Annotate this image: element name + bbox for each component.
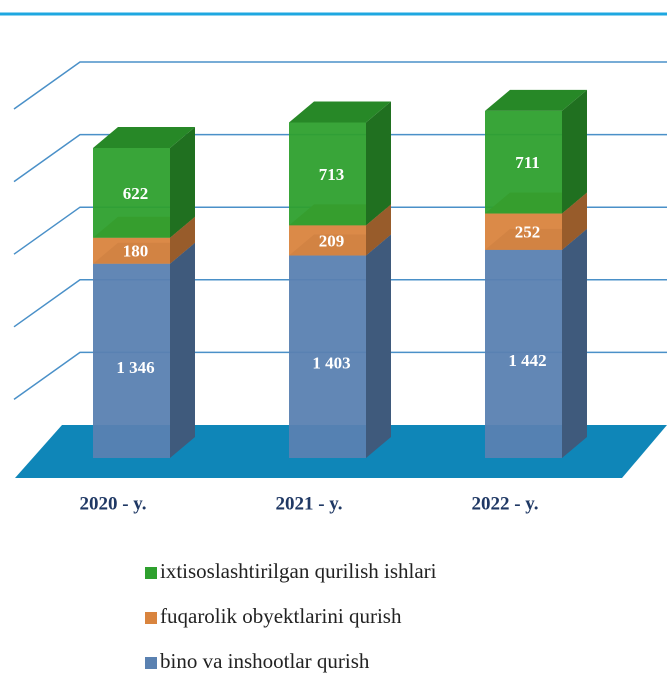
bar-front <box>93 263 170 458</box>
value-label: 711 <box>515 153 540 172</box>
bar-front <box>93 148 170 238</box>
bar-segment <box>289 234 391 458</box>
legend-label: bino va inshootlar qurish <box>160 649 370 673</box>
bar-top <box>93 127 195 148</box>
value-label: 622 <box>123 184 149 203</box>
bar-segment <box>485 228 587 458</box>
grid-line <box>13 351 667 401</box>
value-label: 252 <box>515 223 541 242</box>
bar-front <box>289 225 366 256</box>
bar-side <box>170 127 195 238</box>
bar-side <box>170 242 195 458</box>
bar-segment <box>93 127 195 238</box>
bar-front <box>485 110 562 214</box>
bar-front <box>485 213 562 250</box>
grid-line <box>13 61 667 110</box>
bar-side <box>562 89 587 214</box>
grid-line <box>13 279 667 328</box>
value-label: 1 403 <box>312 354 350 373</box>
bar-front <box>485 249 562 458</box>
grid-line <box>13 133 667 183</box>
x-tick-label: 2022 - y. <box>471 493 538 514</box>
value-label: 1 346 <box>116 358 154 377</box>
legend-label: fuqarolik obyektlarini qurish <box>160 604 402 628</box>
legend-swatch <box>145 612 157 624</box>
value-label: 209 <box>319 231 345 250</box>
legend-swatch <box>145 657 157 669</box>
bar-side <box>366 101 391 226</box>
bar-segment <box>93 242 195 458</box>
bar-side <box>366 204 391 256</box>
x-tick-label: 2020 - y. <box>79 493 146 514</box>
bar-front <box>289 122 366 226</box>
bar-front <box>93 237 170 264</box>
bar-top <box>289 101 391 123</box>
bar-side <box>170 216 195 264</box>
legend-swatch <box>145 567 157 579</box>
value-label: 180 <box>123 242 149 261</box>
grid-line <box>13 206 667 255</box>
bar-segment <box>485 89 587 214</box>
x-tick-label: 2021 - y. <box>275 493 342 514</box>
bar-top <box>485 89 587 111</box>
value-label: 713 <box>319 165 345 184</box>
bar-front <box>289 255 366 458</box>
bar-side <box>562 192 587 250</box>
bar-side <box>366 234 391 458</box>
bar-segment <box>289 101 391 226</box>
bar-side <box>562 228 587 458</box>
value-label: 1 442 <box>508 351 546 370</box>
legend-label: ixtisoslashtirilgan qurilish ishlari <box>160 559 437 583</box>
